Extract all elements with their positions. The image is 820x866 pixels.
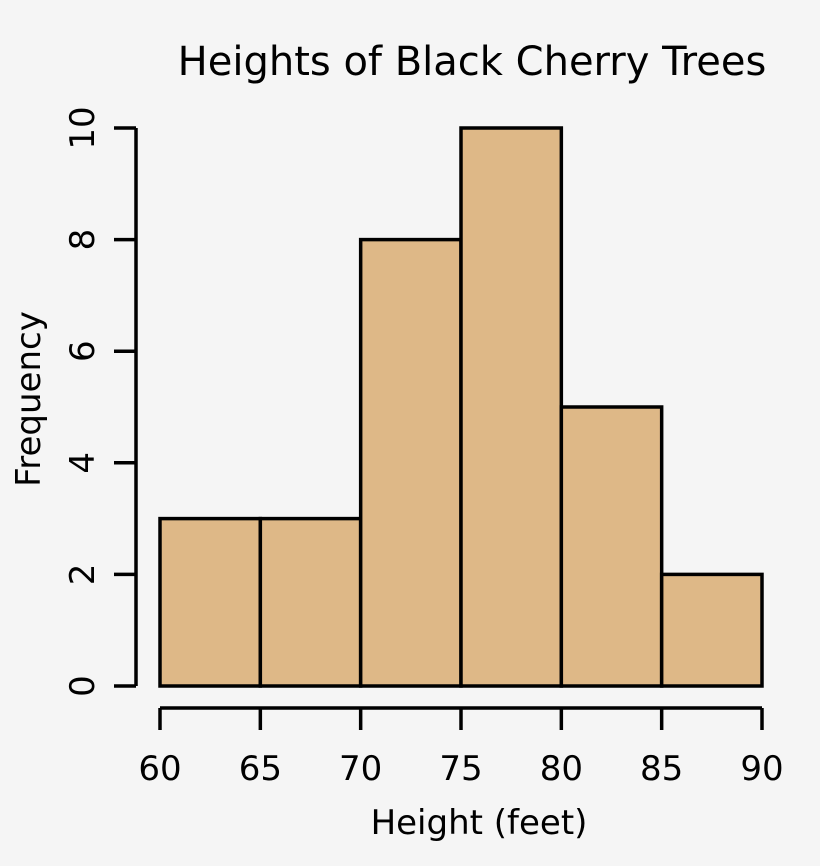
y-tick-label-4: 4 xyxy=(63,452,103,474)
y-tick-label-2: 2 xyxy=(63,564,103,586)
y-tick-label-8: 8 xyxy=(63,229,103,251)
y-tick-label-0: 0 xyxy=(63,675,103,697)
histogram-bar-70-75 xyxy=(358,237,463,688)
y-axis: 0 2 4 6 8 10 xyxy=(63,106,138,697)
histogram-bar-80-85 xyxy=(559,405,664,688)
x-tick-label-70: 70 xyxy=(339,749,382,789)
x-axis-label: Height (feet) xyxy=(371,803,588,843)
y-axis-label: Frequency xyxy=(9,311,49,487)
x-tick-label-90: 90 xyxy=(740,749,783,789)
x-tick-label-60: 60 xyxy=(138,749,181,789)
y-tick-label-6: 6 xyxy=(63,340,103,362)
bars-group xyxy=(158,126,764,688)
x-tick-label-80: 80 xyxy=(540,749,583,789)
x-axis: 60 65 70 75 80 85 90 xyxy=(138,706,784,789)
histogram-bar-65-70 xyxy=(258,516,363,688)
histogram-bar-75-80 xyxy=(459,126,564,688)
y-tick-label-10: 10 xyxy=(63,106,103,149)
x-tick-label-65: 65 xyxy=(239,749,282,789)
histogram-bar-60-65 xyxy=(158,516,263,688)
x-tick-label-85: 85 xyxy=(640,749,683,789)
chart-title: Heights of Black Cherry Trees xyxy=(178,39,767,85)
histogram-bar-85-90 xyxy=(659,572,764,688)
x-tick-label-75: 75 xyxy=(439,749,482,789)
